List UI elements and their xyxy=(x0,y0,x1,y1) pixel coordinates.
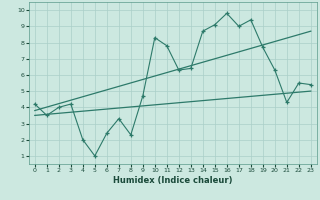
X-axis label: Humidex (Indice chaleur): Humidex (Indice chaleur) xyxy=(113,176,233,185)
